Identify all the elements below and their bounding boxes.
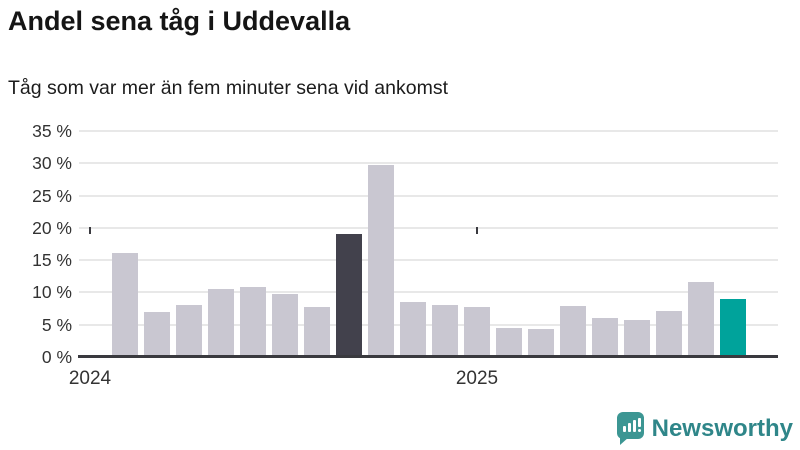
y-tick-label: 20 %: [32, 217, 72, 238]
x-tick-label: 2025: [455, 368, 499, 389]
bar-17-default: [623, 319, 650, 357]
gridline: [79, 130, 778, 132]
bar-9-default: [367, 164, 394, 357]
gridline: [79, 323, 778, 326]
bar-14-default: [527, 328, 554, 357]
bar-1-default: [111, 253, 138, 357]
bar-7-default: [303, 307, 330, 357]
newsworthy-wordmark: Newsworthy: [651, 414, 793, 442]
chart-title: Andel sena tåg i Uddevalla: [8, 6, 351, 36]
y-tick-label: 25 %: [32, 185, 72, 206]
gridline: [79, 291, 778, 294]
bar-12-default: [463, 307, 490, 357]
bar-10-default: [399, 302, 426, 357]
bar-19-default: [687, 282, 714, 357]
x-tick-mark: [476, 227, 478, 234]
bar-16-default: [591, 317, 618, 357]
x-tick-label: 2024: [68, 368, 112, 389]
y-tick-label: 10 %: [32, 282, 72, 303]
newsworthy-logo[interactable]: Newsworthy: [616, 412, 793, 445]
bar-18-default: [655, 310, 682, 357]
plot-area: [78, 130, 778, 358]
bar-5-default: [239, 286, 266, 357]
y-tick-label: 0 %: [41, 347, 72, 367]
bar-6-default: [271, 294, 298, 357]
y-tick-label: 5 %: [41, 314, 72, 335]
bar-3-default: [175, 305, 202, 357]
y-tick-label: 35 %: [32, 121, 72, 141]
bar-8-highlight: [335, 234, 362, 357]
bar-11-default: [431, 304, 458, 357]
bar-15-default: [559, 306, 586, 357]
bar-2-default: [143, 311, 170, 357]
y-tick-label: 30 %: [32, 153, 72, 174]
gridline: [79, 194, 778, 197]
newsworthy-chart-bubble-icon: [616, 412, 644, 445]
bar-4-default: [207, 288, 234, 357]
x-tick-mark: [89, 227, 91, 234]
x-axis-line: [78, 355, 778, 358]
chart-subtitle: Tåg som var mer än fem minuter sena vid …: [8, 77, 448, 99]
bar-13-default: [495, 327, 522, 357]
y-tick-label: 15 %: [32, 250, 72, 271]
bar-20-latest: [719, 298, 746, 357]
gridline: [79, 162, 778, 165]
gridline: [79, 259, 778, 262]
gridline: [79, 226, 778, 229]
